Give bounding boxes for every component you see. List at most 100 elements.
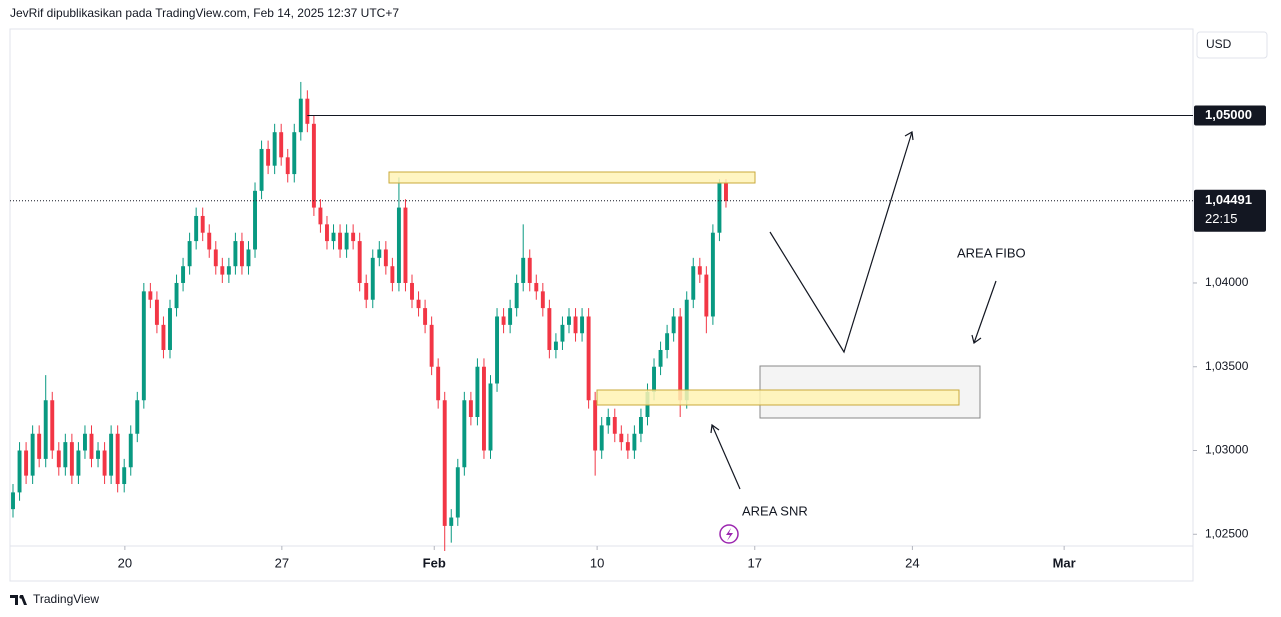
- candle-body: [462, 400, 467, 468]
- level-tag: [1194, 105, 1266, 126]
- snr-arrow: [711, 424, 741, 490]
- candle-body: [593, 400, 598, 451]
- logo: [10, 595, 27, 605]
- candle-body: [298, 98, 303, 133]
- candle-body: [76, 450, 81, 476]
- candle-body: [96, 450, 101, 459]
- candle-body: [43, 400, 48, 459]
- arrow-head: [710, 423, 720, 434]
- fibo-arrow: [973, 280, 997, 344]
- candle-body: [364, 282, 369, 300]
- candle-body: [233, 241, 238, 267]
- candle-body: [115, 433, 120, 485]
- snr-zone-top: [388, 171, 756, 184]
- candle-body: [161, 324, 166, 350]
- candle-body: [226, 266, 231, 275]
- candle-body: [109, 433, 114, 476]
- candle-body: [501, 316, 506, 325]
- candle-body: [279, 132, 284, 158]
- candle-body: [671, 316, 676, 334]
- candle-body: [69, 442, 74, 476]
- candle-body: [534, 282, 539, 292]
- candle-body: [468, 400, 473, 417]
- candle-body: [488, 383, 493, 451]
- candle-body: [207, 232, 212, 250]
- candle-body: [181, 266, 186, 283]
- candle-body: [508, 308, 513, 325]
- event-bolt: [726, 528, 733, 541]
- candle-body: [174, 282, 179, 309]
- header: JevRif dipublikasikan pada TradingView.c…: [10, 6, 399, 20]
- candle-body: [338, 232, 343, 250]
- candle-body: [684, 299, 689, 401]
- candle-body: [586, 316, 591, 401]
- candle-body: [442, 400, 447, 526]
- candle-body: [168, 308, 172, 350]
- annotation: AREA SNR: [742, 503, 808, 518]
- candle-body: [573, 316, 578, 334]
- footer-brand: TradingView: [33, 592, 99, 606]
- candle-body: [560, 324, 565, 342]
- x-tick-label: 27: [275, 555, 289, 570]
- candle-body: [678, 316, 683, 401]
- candle-body: [194, 215, 199, 242]
- candle-body: [213, 249, 218, 267]
- candle-body: [187, 241, 192, 267]
- candle-body: [423, 308, 428, 325]
- candle-body: [625, 442, 630, 451]
- annotation: AREA FIBO: [957, 245, 1026, 260]
- candle-body: [311, 123, 316, 208]
- candle-body: [331, 232, 336, 242]
- candle-body: [266, 148, 271, 166]
- snr-zone-bottom: [596, 389, 960, 406]
- currency: USD: [1206, 37, 1232, 51]
- last-price-tag: [1194, 189, 1266, 232]
- candle-body: [56, 450, 61, 468]
- candle-body: [30, 433, 35, 476]
- candle-body: [253, 190, 257, 250]
- y-tick-label: 1,03000: [1205, 443, 1249, 457]
- candle-body: [410, 282, 414, 300]
- candle-body: [37, 433, 42, 459]
- candle-body: [128, 433, 133, 468]
- candle-body: [704, 274, 709, 317]
- candle-body: [495, 316, 500, 384]
- candle-body: [527, 257, 532, 283]
- x-tick-label: 24: [905, 555, 919, 570]
- candle-body: [63, 442, 68, 468]
- candle-body: [200, 215, 205, 233]
- candle-body: [553, 341, 558, 350]
- arrow-head: [971, 334, 982, 345]
- candle-body: [285, 157, 290, 175]
- candle-body: [154, 299, 159, 325]
- candle-body: [658, 349, 663, 367]
- level-label: 1,05000: [1205, 107, 1252, 122]
- candle-body: [475, 366, 480, 417]
- plot-frame: [9, 28, 1194, 582]
- candle-body: [390, 266, 395, 283]
- candle-body: [102, 450, 107, 476]
- candle-body: [135, 400, 140, 434]
- x-tick-label: 10: [590, 555, 604, 570]
- candle-body: [383, 249, 388, 267]
- candle-body: [619, 433, 624, 443]
- candle-body: [691, 266, 696, 300]
- candle-body: [540, 291, 545, 309]
- candle-body: [377, 249, 382, 258]
- candle-body: [325, 224, 329, 242]
- candle-body: [612, 417, 617, 434]
- candle-body: [652, 366, 656, 392]
- candle-body: [220, 266, 225, 275]
- candle-body: [455, 467, 460, 518]
- candle-body: [272, 132, 277, 166]
- candle-body: [521, 257, 526, 283]
- candle-body: [717, 182, 722, 233]
- candle-body: [567, 316, 571, 325]
- x-tick-label: 20: [118, 555, 132, 570]
- candle-body: [547, 308, 552, 350]
- candle-body: [580, 316, 585, 334]
- arrow-head: [904, 131, 914, 141]
- candle-body: [606, 417, 611, 426]
